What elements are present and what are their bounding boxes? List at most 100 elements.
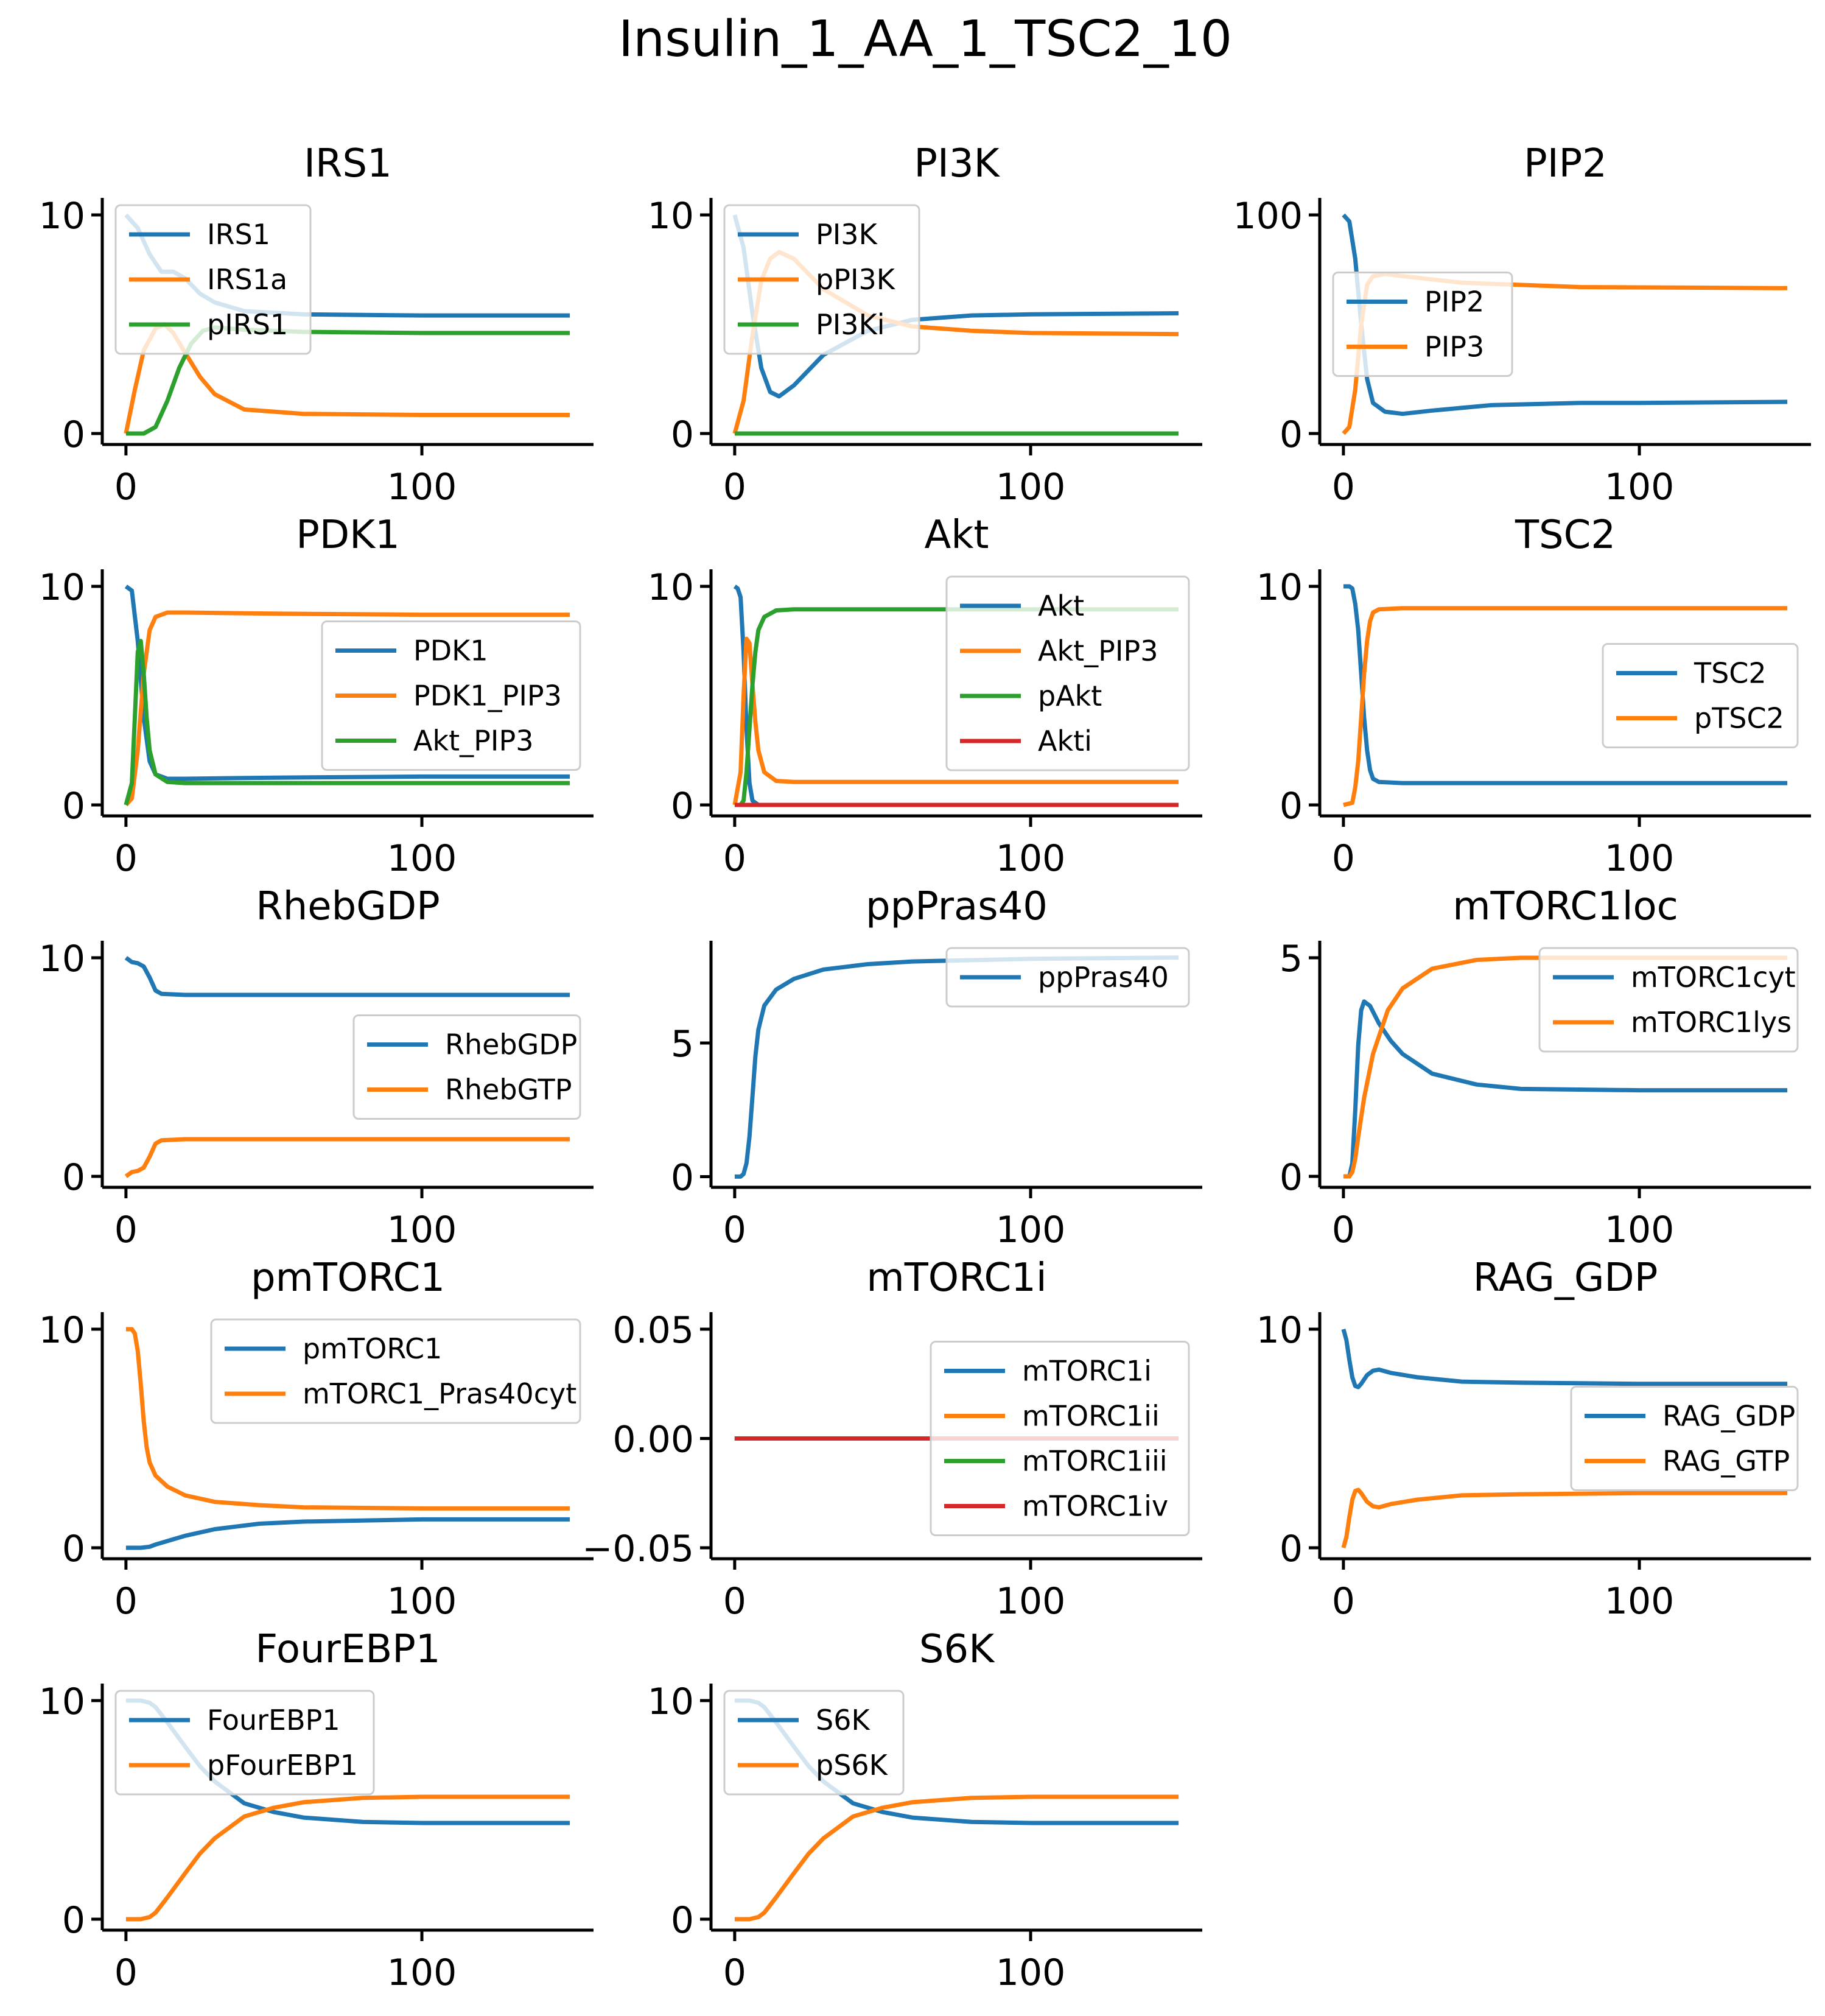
subplot-pmtorc1: pmTORC1 0 100 0 10 pmTORC1 mTORC1_Pras40cyt <box>39 1256 594 1623</box>
y-tick-label: 10 <box>39 195 85 237</box>
legend-frame <box>723 204 920 355</box>
x-tick-label: 0 <box>1332 466 1355 508</box>
legend-frame <box>352 1014 581 1120</box>
x-tick-label: 0 <box>1332 1580 1355 1623</box>
legend-frame <box>723 1690 905 1796</box>
y-tick-label: 10 <box>648 566 694 609</box>
y-tick-label: 10 <box>1256 566 1303 609</box>
y-tick-label: 10 <box>648 195 694 237</box>
y-tick-label: 0 <box>62 413 85 456</box>
x-tick-label: 100 <box>996 1580 1066 1623</box>
x-tick-label: 0 <box>114 1209 138 1251</box>
x-tick-label: 0 <box>1332 837 1355 880</box>
y-tick-label: 10 <box>648 1681 694 1723</box>
legend: RhebGDP RhebGTP <box>352 1014 581 1120</box>
legend-label: mTORC1ii <box>1022 1400 1160 1433</box>
x-tick-label: 0 <box>114 466 138 508</box>
x-tick-label: 100 <box>387 837 457 880</box>
legend-label: pS6K <box>816 1749 889 1782</box>
legend: IRS1 IRS1a pIRS1 <box>114 204 312 355</box>
series-line-pip2 <box>1342 213 1788 416</box>
y-tick-label: 0 <box>1280 1156 1303 1199</box>
legend-frame <box>1538 947 1799 1053</box>
x-tick-label: 0 <box>1332 1209 1355 1251</box>
legend-frame <box>930 1341 1190 1536</box>
y-tick-label: 0 <box>671 785 694 827</box>
y-tick-label: 0 <box>671 1156 694 1199</box>
series-line-rhebgdp <box>124 956 570 997</box>
series-line-pfourebp1 <box>125 1794 570 1922</box>
subplot-title: Akt <box>925 513 989 558</box>
y-tick-label: 10 <box>39 1681 85 1723</box>
subplot-title: PI3K <box>914 141 1000 186</box>
legend-frame <box>114 1690 375 1796</box>
legend: PIP2 PIP3 <box>1332 272 1513 377</box>
y-tick-label: 0 <box>1280 413 1303 456</box>
subplot-rag-gdp: RAG_GDP 0 100 0 10 RAG_GDP RAG_GTP <box>1256 1256 1811 1623</box>
series-line-rag-gtp <box>1341 1487 1788 1548</box>
subplot-pdk1: PDK1 0 100 0 10 PDK1 PDK1_PIP3 Akt_PIP3 <box>39 513 594 880</box>
legend-label: S6K <box>816 1704 870 1737</box>
y-tick-label: 0 <box>62 1156 85 1199</box>
legend-frame <box>1570 1386 1799 1491</box>
legend: RAG_GDP RAG_GTP <box>1570 1386 1799 1491</box>
subplot-title: PDK1 <box>296 513 400 558</box>
legend-frame <box>321 620 581 771</box>
legend: PI3K pPI3K PI3Ki <box>723 204 920 355</box>
series-line-pdk1-pip3 <box>124 610 570 807</box>
legend-label: RhebGDP <box>445 1028 577 1061</box>
legend: FourEBP1 pFourEBP1 <box>114 1690 375 1796</box>
legend: mTORC1cyt mTORC1lys <box>1538 947 1799 1053</box>
legend-frame <box>1602 643 1799 748</box>
y-tick-label: 0 <box>671 1899 694 1942</box>
x-tick-label: 0 <box>723 1951 746 1994</box>
y-tick-label: 5 <box>1280 938 1303 980</box>
subplot-title: mTORC1loc <box>1452 884 1678 929</box>
subplot-title: RhebGDP <box>256 884 440 929</box>
legend-label: PDK1_PIP3 <box>413 680 562 712</box>
subplot-akt: Akt 0 100 0 10 Akt Akt_PIP3 pAkt Akti <box>648 513 1202 880</box>
x-tick-label: 0 <box>723 837 746 880</box>
x-tick-label: 0 <box>723 1209 746 1251</box>
subplot-tsc2: TSC2 0 100 0 10 TSC2 pTSC2 <box>1256 513 1811 880</box>
legend-label: pTSC2 <box>1694 702 1784 735</box>
y-tick-label: 10 <box>39 1309 85 1352</box>
subplot-fourebp1: FourEBP1 0 100 0 10 FourEBP1 pFourEBP1 <box>39 1627 594 1994</box>
legend: S6K pS6K <box>723 1690 905 1796</box>
subplot-title: pmTORC1 <box>251 1256 445 1301</box>
x-tick-label: 100 <box>387 1951 457 1994</box>
legend-label: pmTORC1 <box>303 1332 442 1365</box>
legend-label: FourEBP1 <box>207 1704 340 1737</box>
legend-frame <box>945 947 1190 1008</box>
y-tick-label: 100 <box>1233 195 1303 237</box>
legend-label: pIRS1 <box>207 308 288 341</box>
subplot-pip2: PIP2 0 100 0 100 PIP2 PIP3 <box>1233 141 1811 508</box>
legend-label: mTORC1iii <box>1022 1445 1168 1478</box>
legend-label: RhebGTP <box>445 1073 572 1106</box>
legend: Akt Akt_PIP3 pAkt Akti <box>945 575 1190 771</box>
legend-label: PIP3 <box>1424 331 1484 364</box>
legend: TSC2 pTSC2 <box>1602 643 1799 748</box>
y-tick-label: 0 <box>1280 1528 1303 1570</box>
y-tick-label: −0.05 <box>582 1528 694 1570</box>
series-line-rag-gdp <box>1341 1329 1788 1389</box>
series-line-ps6k <box>734 1794 1179 1922</box>
y-tick-label: 0.05 <box>612 1309 694 1352</box>
x-tick-label: 100 <box>1605 466 1675 508</box>
legend-label: PIP2 <box>1424 286 1484 318</box>
legend-label: RAG_GTP <box>1662 1445 1790 1478</box>
legend-label: IRS1a <box>207 263 287 296</box>
x-tick-label: 100 <box>387 1580 457 1623</box>
series-line-ptsc2 <box>1343 606 1788 807</box>
legend-label: mTORC1i <box>1022 1355 1152 1388</box>
subplot-title: FourEBP1 <box>255 1627 440 1672</box>
legend: mTORC1i mTORC1ii mTORC1iii mTORC1iv <box>930 1341 1190 1536</box>
subplot-title: PIP2 <box>1524 141 1607 186</box>
subplot-title: ppPras40 <box>866 884 1048 929</box>
series-line-pakt <box>734 607 1179 807</box>
series-line-pppras40 <box>734 955 1179 1179</box>
legend: pmTORC1 mTORC1_Pras40cyt <box>210 1318 581 1424</box>
y-tick-label: 10 <box>1256 1309 1303 1352</box>
